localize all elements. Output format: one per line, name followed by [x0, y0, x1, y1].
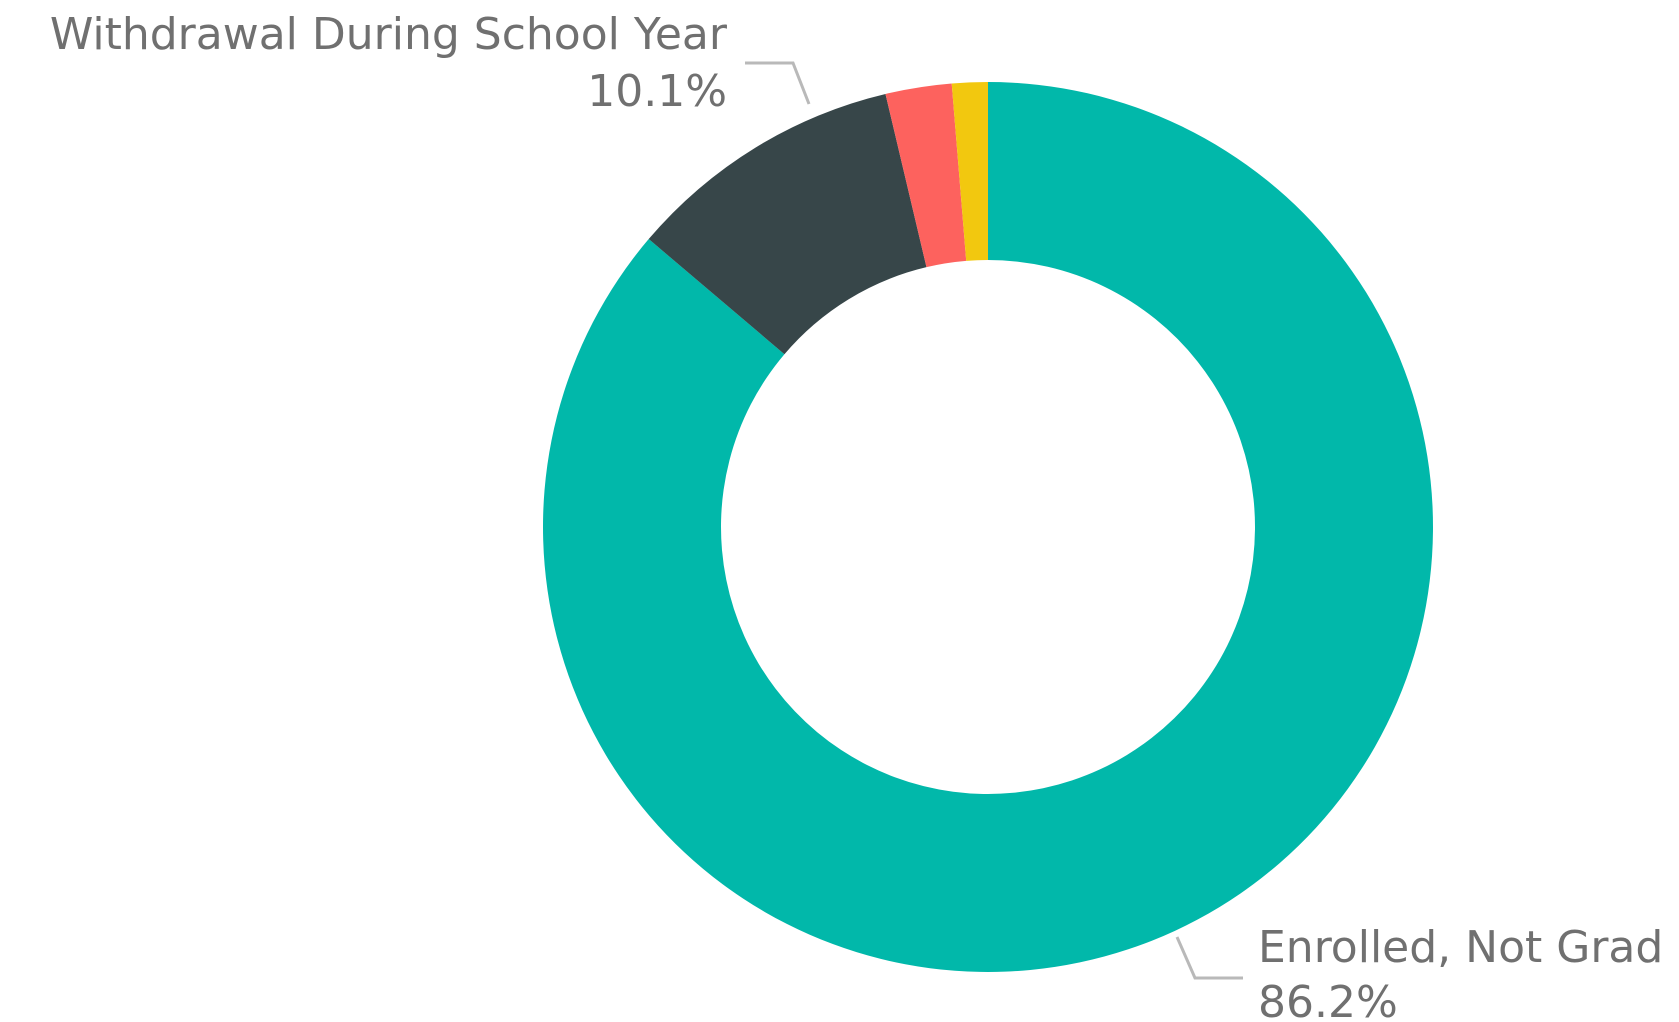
slice-value-enrolled: 86.2%	[1258, 977, 1398, 1022]
slice-enrolled-not-grad[interactable]	[543, 82, 1433, 972]
slice-label-withdrawal: Withdrawal During School Year	[50, 9, 728, 60]
slice-yellow[interactable]	[951, 82, 988, 261]
slice-value-withdrawal: 10.1%	[587, 66, 727, 117]
leader-line-withdrawal	[745, 61, 811, 105]
leader-line-enrolled	[1175, 936, 1243, 980]
slice-red[interactable]	[885, 83, 967, 268]
donut-slices	[543, 82, 1433, 972]
slice-withdrawal[interactable]	[648, 93, 927, 355]
slice-label-enrolled: Enrolled, Not Grad	[1258, 922, 1663, 973]
